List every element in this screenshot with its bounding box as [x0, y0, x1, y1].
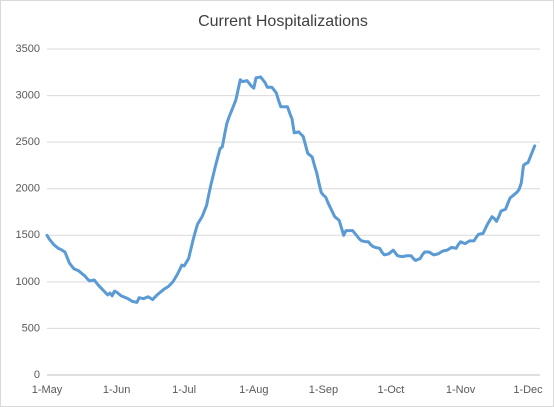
y-tick-label: 3500 [16, 43, 40, 55]
y-tick-label: 500 [22, 322, 40, 334]
y-tick-label: 3000 [16, 89, 40, 101]
x-tick-label: 1-Jul [172, 384, 196, 396]
x-tick-label: 1-May [32, 384, 63, 396]
chart-title: Current Hospitalizations [198, 13, 368, 30]
x-tick-label: 1-Oct [377, 384, 404, 396]
x-tick-label: 1-Aug [239, 384, 268, 396]
y-tick-label: 1000 [16, 276, 40, 288]
x-tick-label: 1-Jun [103, 384, 131, 396]
x-tick-label: 1-Dec [513, 384, 543, 396]
y-tick-label: 2000 [16, 183, 40, 195]
y-tick-label: 2500 [16, 136, 40, 148]
data-line [45, 75, 537, 304]
y-tick-label: 1500 [16, 229, 40, 241]
y-tick-label: 0 [34, 369, 40, 381]
x-tick-label: 1-Sep [309, 384, 338, 396]
x-tick-label: 1-Nov [446, 384, 476, 396]
